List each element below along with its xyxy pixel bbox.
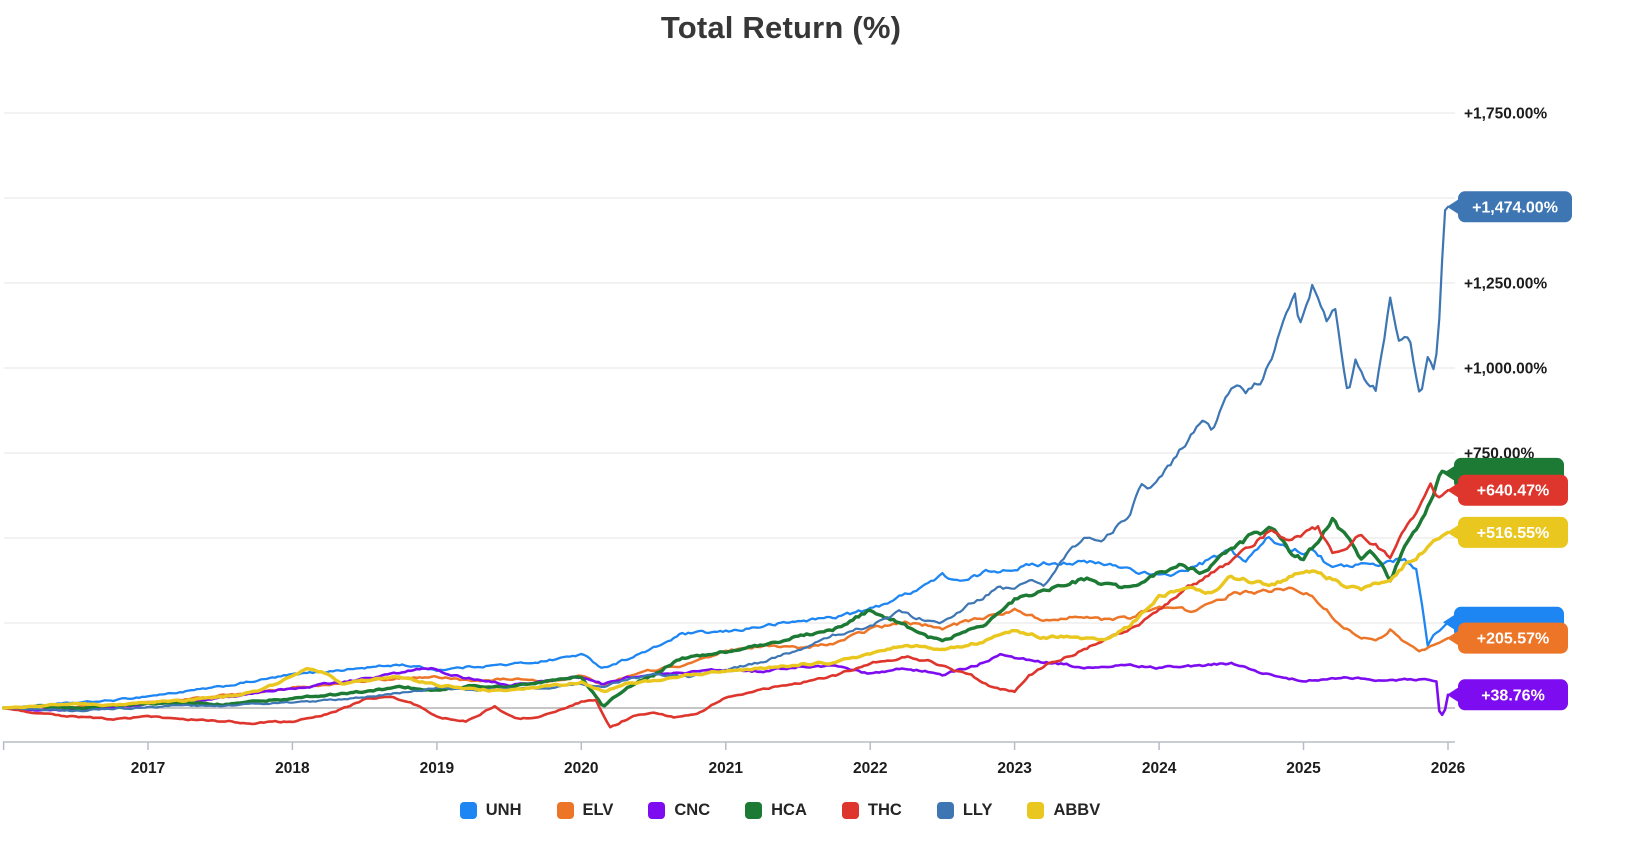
end-value-badge-abbv: +516.55% (1447, 516, 1568, 548)
legend-swatch-icon (648, 802, 666, 819)
legend-swatch-icon (841, 802, 859, 819)
y-axis-label: +1,750.00% (1464, 106, 1547, 123)
end-value-badge-lly: +1,474.00% (1447, 191, 1572, 223)
legend-swatch-icon (745, 802, 763, 819)
badge-arrow-icon (1447, 523, 1461, 542)
y-axis-label: +1,000.00% (1464, 361, 1547, 378)
badge-arrow-icon (1443, 464, 1457, 483)
legend-item-lly[interactable]: LLY (936, 801, 993, 820)
end-value-badge-thc: +640.47% (1447, 474, 1568, 506)
x-axis-label: 2019 (420, 760, 455, 777)
series-line-elv[interactable] (2, 586, 1450, 711)
legend-label: UNH (485, 801, 522, 819)
x-axis-label: 2018 (275, 760, 310, 777)
x-axis-label: 2021 (709, 760, 744, 777)
x-axis-label: 2020 (564, 760, 598, 777)
legend-label: THC (867, 801, 902, 819)
legend-item-hca[interactable]: HCA (745, 801, 807, 820)
badge-background (1458, 516, 1568, 548)
legend: UNH ELV CNC HCA THC LLY ABBV (0, 801, 1560, 820)
legend-label: ELV (582, 801, 614, 819)
legend-item-unh[interactable]: UNH (459, 801, 522, 820)
badge-arrow-icon (1447, 481, 1461, 500)
badge-arrow-icon (1443, 613, 1457, 632)
badge-background (1458, 191, 1572, 223)
badge-value: +516.55% (1477, 525, 1550, 542)
legend-swatch-icon (936, 802, 954, 819)
badge-value: +640.47% (1477, 483, 1550, 500)
series-line-hca[interactable] (1, 469, 1450, 711)
series-line-unh[interactable] (2, 536, 1450, 710)
badge-arrow-icon (1447, 685, 1461, 704)
legend-label: HCA (771, 801, 807, 819)
x-axis-label: 2022 (853, 760, 887, 777)
x-axis-label: 2017 (131, 760, 165, 777)
legend-label: LLY (962, 801, 993, 819)
legend-swatch-icon (1027, 802, 1045, 819)
badge-value: +205.57% (1477, 631, 1550, 648)
chart-title: Total Return (%) (660, 10, 902, 45)
x-axis-label: 2023 (997, 760, 1032, 777)
legend-label: ABBV (1053, 801, 1101, 819)
end-value-badge-cnc: +38.76% (1447, 679, 1568, 711)
end-value-badge-elv: +205.57% (1447, 622, 1568, 654)
legend-item-cnc[interactable]: CNC (648, 801, 710, 820)
legend-swatch-icon (459, 802, 477, 819)
legend-item-elv[interactable]: ELV (556, 801, 614, 820)
legend-swatch-icon (556, 802, 574, 819)
x-axis-label: 2025 (1286, 760, 1321, 777)
series-line-abbv[interactable] (1, 530, 1450, 710)
badge-background (1458, 474, 1568, 506)
x-axis-label: 2024 (1142, 760, 1177, 777)
legend-label: CNC (674, 801, 711, 819)
badge-arrow-icon (1447, 629, 1461, 648)
badge-background (1458, 679, 1568, 711)
badge-background (1458, 622, 1568, 654)
x-axis-label: 2026 (1431, 760, 1466, 777)
badge-value: +38.76% (1481, 687, 1545, 704)
y-axis-label: +1,250.00% (1464, 276, 1547, 293)
series-line-thc[interactable] (2, 482, 1450, 729)
badge-value: +1,474.00% (1472, 199, 1558, 216)
legend-item-abbv[interactable]: ABBV (1027, 801, 1100, 820)
badge-arrow-icon (1447, 197, 1461, 216)
legend-item-thc[interactable]: THC (841, 801, 902, 820)
